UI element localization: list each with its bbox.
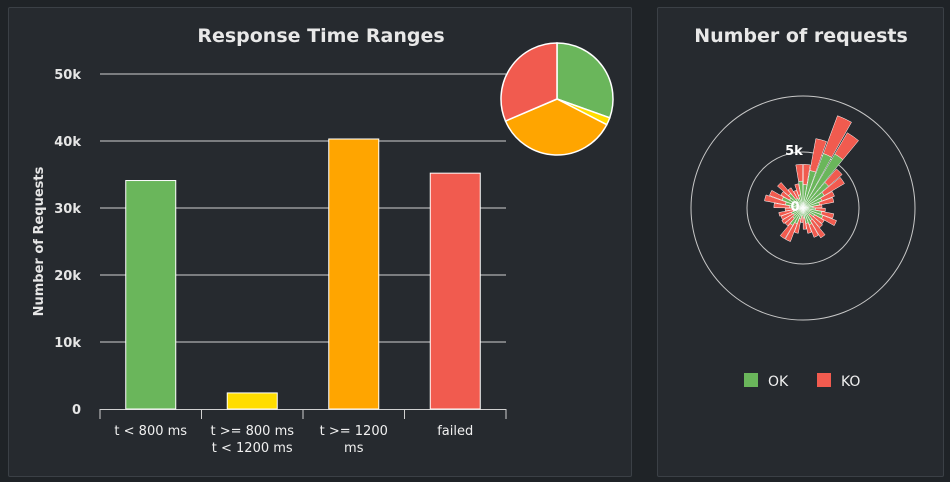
legend-swatch-ko	[817, 373, 831, 387]
pie-slice	[556, 42, 614, 119]
polar-bar-ko	[808, 223, 819, 238]
polar-bar-ko	[802, 217, 807, 230]
polar-bar-ko	[800, 215, 804, 223]
polar-bar-ko	[780, 211, 793, 220]
inner-ring	[746, 151, 860, 265]
polar-bar-ko	[773, 202, 791, 209]
polar-bar-ko	[769, 190, 784, 201]
polar-bar-ko	[820, 211, 835, 219]
x-tick-label: t >= 800 ms t < 1200 ms	[210, 424, 294, 456]
pie-slice	[500, 42, 558, 122]
polar-bar-ko	[802, 164, 811, 186]
polar-bar-ko	[787, 187, 798, 200]
bars	[125, 138, 481, 410]
polar-bar-ko	[795, 164, 804, 182]
y-tick-label: 40k	[54, 135, 81, 150]
polar-bar-ko	[785, 222, 798, 242]
y-tick-label: 0	[72, 403, 81, 418]
y-axis-ticks: 0 10k 20k 30k 40k 50k	[54, 68, 81, 418]
y-tick-label: 10k	[54, 336, 81, 351]
polar-bar-ko	[779, 223, 794, 240]
polar-bar-ko	[821, 177, 845, 196]
polar-bar-ko	[793, 189, 800, 200]
polar-bar-ko	[808, 213, 823, 228]
polar-bar-ko	[781, 213, 795, 225]
legend-item-ok[interactable]: OK	[744, 373, 789, 390]
pie-chart	[500, 42, 614, 156]
y-tick-label: 50k	[54, 68, 81, 83]
bar	[328, 138, 380, 410]
polar-bar-ko	[821, 215, 837, 226]
requests-panel: Number of requests 5k 0 OK KO	[657, 7, 944, 477]
polar-bar-ko	[780, 191, 792, 201]
y-axis-label: Number of Requests	[32, 166, 47, 316]
polar-bar-ko	[810, 218, 826, 239]
polar-bar-ko	[794, 218, 802, 234]
legend-label-ok: OK	[768, 374, 789, 390]
requests-polar-chart: Number of requests 5k 0 OK KO	[690, 25, 916, 390]
bar-chart-title: Response Time Ranges	[197, 25, 444, 47]
pie-slice	[504, 98, 608, 156]
polar-bar-ko	[784, 216, 795, 227]
polar-bar-ko	[809, 138, 827, 173]
x-tick-label: t >= 1200 ms	[320, 424, 388, 456]
polar-bar-ko	[813, 214, 825, 225]
polar-bar-ko	[824, 168, 843, 187]
polar-bar-ko	[778, 209, 794, 217]
outer-ring	[690, 95, 916, 321]
polar-bar-ko	[794, 183, 801, 196]
polar-bar-ko	[777, 182, 791, 196]
bar	[429, 172, 481, 410]
response-time-panel: Response Time Ranges 0 10k 20k 30k 40k 50k Nu…	[8, 7, 632, 477]
response-time-chart: Response Time Ranges 0 10k 20k 30k 40k 50k Nu…	[32, 25, 614, 456]
polar-bar-ko	[814, 207, 826, 212]
y-tick-label: 30k	[54, 202, 81, 217]
polar-bar-ko	[764, 194, 787, 206]
polar-bar-ko	[820, 191, 835, 202]
legend-item-ko[interactable]: KO	[817, 373, 860, 390]
polar-bar-ko	[834, 132, 859, 160]
legend: OK KO	[744, 373, 860, 390]
polar-chart-title: Number of requests	[694, 25, 908, 47]
bar	[226, 392, 278, 410]
y-tick-label: 20k	[54, 269, 81, 284]
polar-bar-ko	[812, 204, 823, 209]
polar-bar-ko	[805, 222, 812, 234]
polar-bar-ko	[818, 197, 835, 206]
x-axis-ticks: t < 800 ms t >= 800 ms t < 1200 ms t >= 120…	[99, 409, 507, 456]
legend-swatch-ok	[744, 373, 758, 387]
center-label: 0	[790, 200, 799, 215]
polar-bar-ko	[784, 207, 795, 212]
x-tick-label: t < 800 ms	[114, 424, 187, 439]
polar-bars	[764, 115, 859, 242]
polar-bar-ko	[823, 115, 852, 158]
legend-label-ko: KO	[841, 374, 860, 390]
ring-label: 5k	[785, 144, 803, 159]
bar	[125, 180, 177, 410]
x-tick-label: failed	[437, 424, 473, 439]
